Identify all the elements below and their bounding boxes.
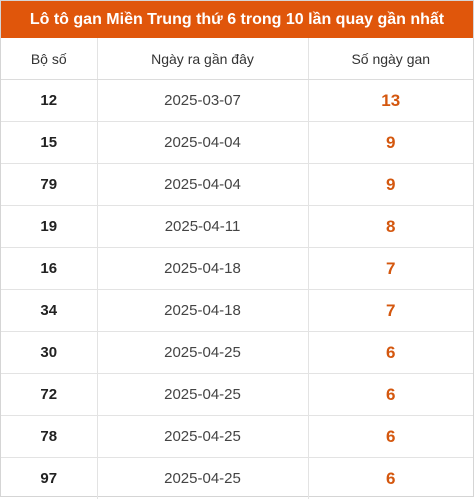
- cell-days: 6: [308, 458, 473, 499]
- cell-number: 97: [1, 458, 97, 499]
- cell-number: 12: [1, 80, 97, 122]
- cell-date: 2025-03-07: [97, 80, 308, 122]
- table-row: 34 2025-04-18 7: [1, 290, 473, 332]
- table-row: 79 2025-04-04 9: [1, 164, 473, 206]
- table-title: Lô tô gan Miền Trung thứ 6 trong 10 lần …: [1, 1, 473, 38]
- column-header-number: Bộ số: [1, 38, 97, 80]
- gan-table: Bộ số Ngày ra gần đây Số ngày gan 12 202…: [1, 38, 473, 499]
- cell-date: 2025-04-25: [97, 332, 308, 374]
- cell-number: 34: [1, 290, 97, 332]
- cell-number: 72: [1, 374, 97, 416]
- cell-days: 6: [308, 374, 473, 416]
- cell-days: 6: [308, 416, 473, 458]
- table-header-row: Bộ số Ngày ra gần đây Số ngày gan: [1, 38, 473, 80]
- cell-date: 2025-04-18: [97, 248, 308, 290]
- table-row: 72 2025-04-25 6: [1, 374, 473, 416]
- cell-date: 2025-04-25: [97, 374, 308, 416]
- table-row: 16 2025-04-18 7: [1, 248, 473, 290]
- cell-date: 2025-04-18: [97, 290, 308, 332]
- cell-days: 9: [308, 164, 473, 206]
- table-row: 30 2025-04-25 6: [1, 332, 473, 374]
- cell-days: 13: [308, 80, 473, 122]
- cell-number: 19: [1, 206, 97, 248]
- table-row: 97 2025-04-25 6: [1, 458, 473, 499]
- cell-number: 78: [1, 416, 97, 458]
- cell-number: 15: [1, 122, 97, 164]
- table-row: 78 2025-04-25 6: [1, 416, 473, 458]
- column-header-days: Số ngày gan: [308, 38, 473, 80]
- cell-days: 9: [308, 122, 473, 164]
- cell-date: 2025-04-25: [97, 416, 308, 458]
- cell-days: 7: [308, 248, 473, 290]
- cell-days: 7: [308, 290, 473, 332]
- cell-days: 8: [308, 206, 473, 248]
- table-row: 15 2025-04-04 9: [1, 122, 473, 164]
- cell-number: 30: [1, 332, 97, 374]
- cell-date: 2025-04-11: [97, 206, 308, 248]
- column-header-date: Ngày ra gần đây: [97, 38, 308, 80]
- cell-date: 2025-04-04: [97, 122, 308, 164]
- cell-date: 2025-04-04: [97, 164, 308, 206]
- cell-days: 6: [308, 332, 473, 374]
- cell-date: 2025-04-25: [97, 458, 308, 499]
- table-row: 19 2025-04-11 8: [1, 206, 473, 248]
- cell-number: 79: [1, 164, 97, 206]
- table-row: 12 2025-03-07 13: [1, 80, 473, 122]
- cell-number: 16: [1, 248, 97, 290]
